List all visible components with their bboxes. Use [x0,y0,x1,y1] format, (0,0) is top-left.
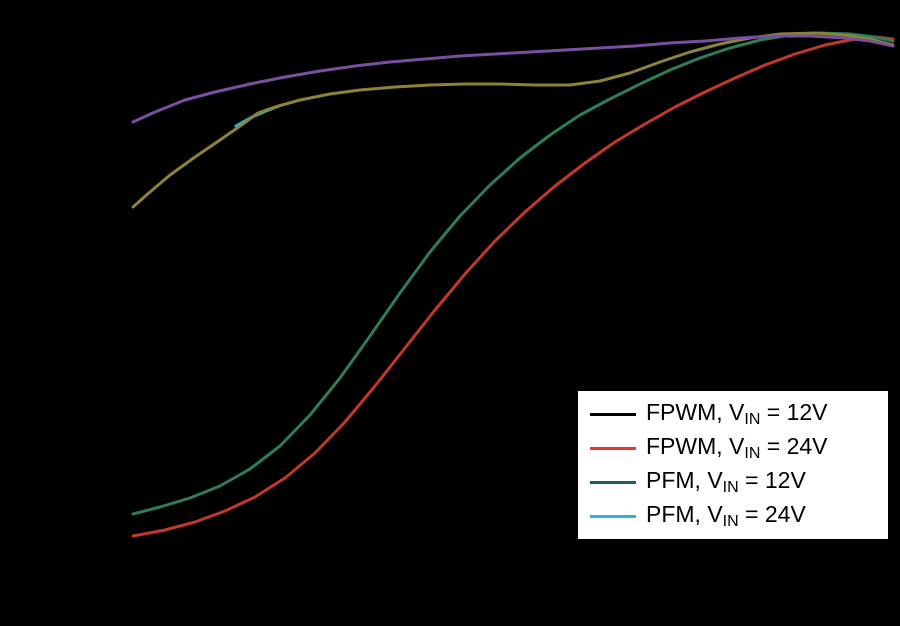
legend-item: FPWM, VIN = 12V [590,398,876,430]
legend-line-swatch [590,480,636,484]
legend-item: PFM, VIN = 12V [590,466,876,498]
legend-item-label: PFM, VIN = 12V [646,466,806,496]
legend-line-swatch [590,412,636,416]
legend-item-label: FPWM, VIN = 12V [646,398,828,428]
legend: FPWM, VIN = 12V FPWM, VIN = 24V PFM, VIN… [576,389,890,541]
legend-item: FPWM, VIN = 24V [590,432,876,464]
legend-item-label: PFM, VIN = 24V [646,500,806,530]
curve-red [131,35,895,538]
legend-line-swatch [590,514,636,518]
legend-item-label: FPWM, VIN = 24V [646,432,828,462]
legend-item: PFM, VIN = 24V [590,500,876,532]
legend-line-swatch [590,446,636,450]
curve-purple [131,34,895,124]
